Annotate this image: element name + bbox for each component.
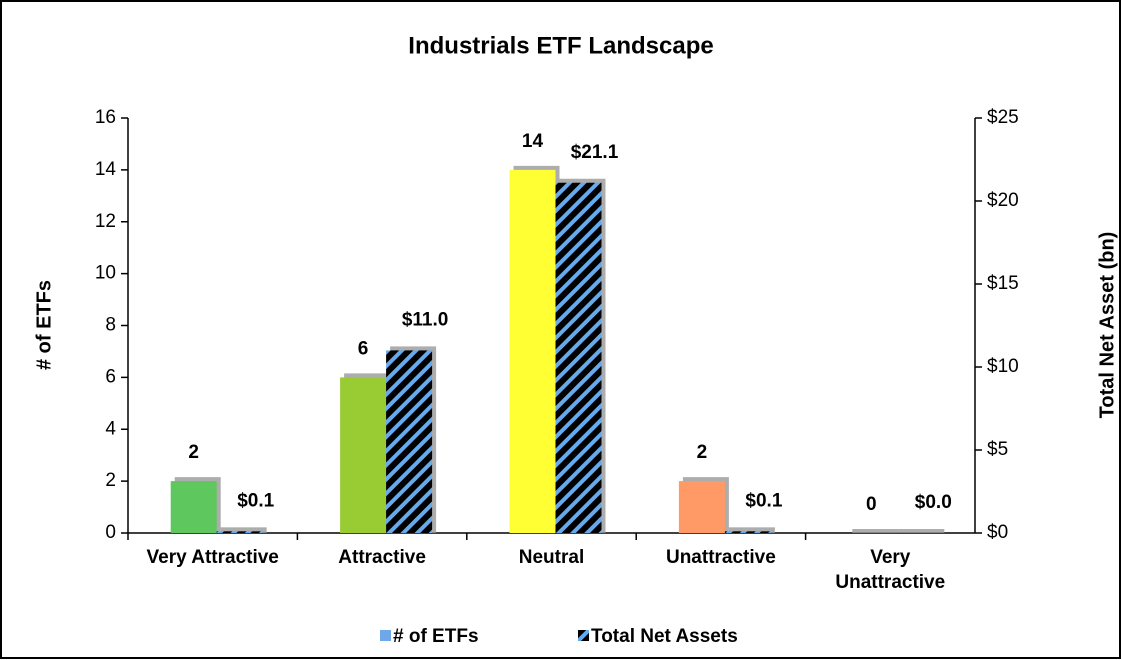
y-tick-label: 16 (95, 107, 116, 128)
data-label: $0.1 (745, 490, 782, 511)
x-tick-label-line: Very (870, 547, 911, 568)
x-tick-label-line: Attractive (338, 547, 426, 568)
y2-tick-label: $20 (987, 190, 1019, 211)
y-tick-label: 14 (95, 159, 117, 180)
x-tick-label: Very Attractive (147, 547, 279, 568)
bar-shadow (852, 529, 899, 533)
y-tick-label: 0 (105, 522, 116, 543)
y-tick-label: 12 (95, 211, 116, 232)
x-tick-label: Very Unattractive (835, 547, 945, 593)
y-tick-label: 4 (105, 418, 116, 439)
data-label: $11.0 (402, 309, 449, 330)
bar (216, 531, 263, 533)
y2-tick-label: $10 (987, 356, 1019, 377)
y2-tick-label: $5 (987, 439, 1008, 460)
x-tick-label-line: Neutral (519, 547, 584, 568)
bar (724, 531, 771, 533)
legend-swatch (578, 630, 589, 641)
data-label: $21.1 (571, 142, 619, 163)
data-label: $0.0 (915, 492, 952, 513)
bar (555, 182, 602, 534)
x-tick-label-line: Unattractive (666, 547, 776, 568)
bar (170, 481, 217, 533)
data-label: 2 (188, 442, 199, 463)
data-label: 2 (697, 442, 708, 463)
bar (386, 350, 433, 533)
bar (340, 377, 387, 533)
x-tick-label-line: Unattractive (835, 572, 945, 593)
y2-tick-label: $0 (987, 522, 1008, 543)
y2-tick-label: $25 (987, 107, 1019, 128)
x-tick-label: Neutral (519, 547, 584, 568)
bar (678, 481, 725, 533)
data-label: 14 (522, 131, 544, 152)
y-tick-label: 10 (95, 263, 116, 284)
y-axis-label: # of ETFs (33, 280, 55, 370)
bar (509, 169, 556, 533)
data-label: $0.1 (237, 490, 274, 511)
chart-title: Industrials ETF Landscape (408, 32, 713, 59)
legend-label: # of ETFs (393, 626, 479, 647)
y2-tick-label: $15 (987, 273, 1019, 294)
bar-shadow (220, 527, 267, 533)
y-tick-label: 6 (105, 366, 116, 387)
data-label: 6 (358, 338, 369, 359)
y-tick-label: 2 (105, 470, 116, 491)
bar-shadow (898, 529, 945, 533)
x-tick-label: Attractive (338, 547, 426, 568)
legend-swatch (380, 630, 391, 641)
data-label: 0 (866, 494, 877, 515)
y-tick-label: 8 (105, 315, 116, 336)
legend-label: Total Net Assets (591, 626, 738, 647)
bar-shadow (728, 527, 775, 533)
x-tick-label: Unattractive (666, 547, 776, 568)
x-tick-label-line: Very Attractive (147, 547, 279, 568)
y2-axis-label: Total Net Asset (bn) (1096, 232, 1118, 419)
